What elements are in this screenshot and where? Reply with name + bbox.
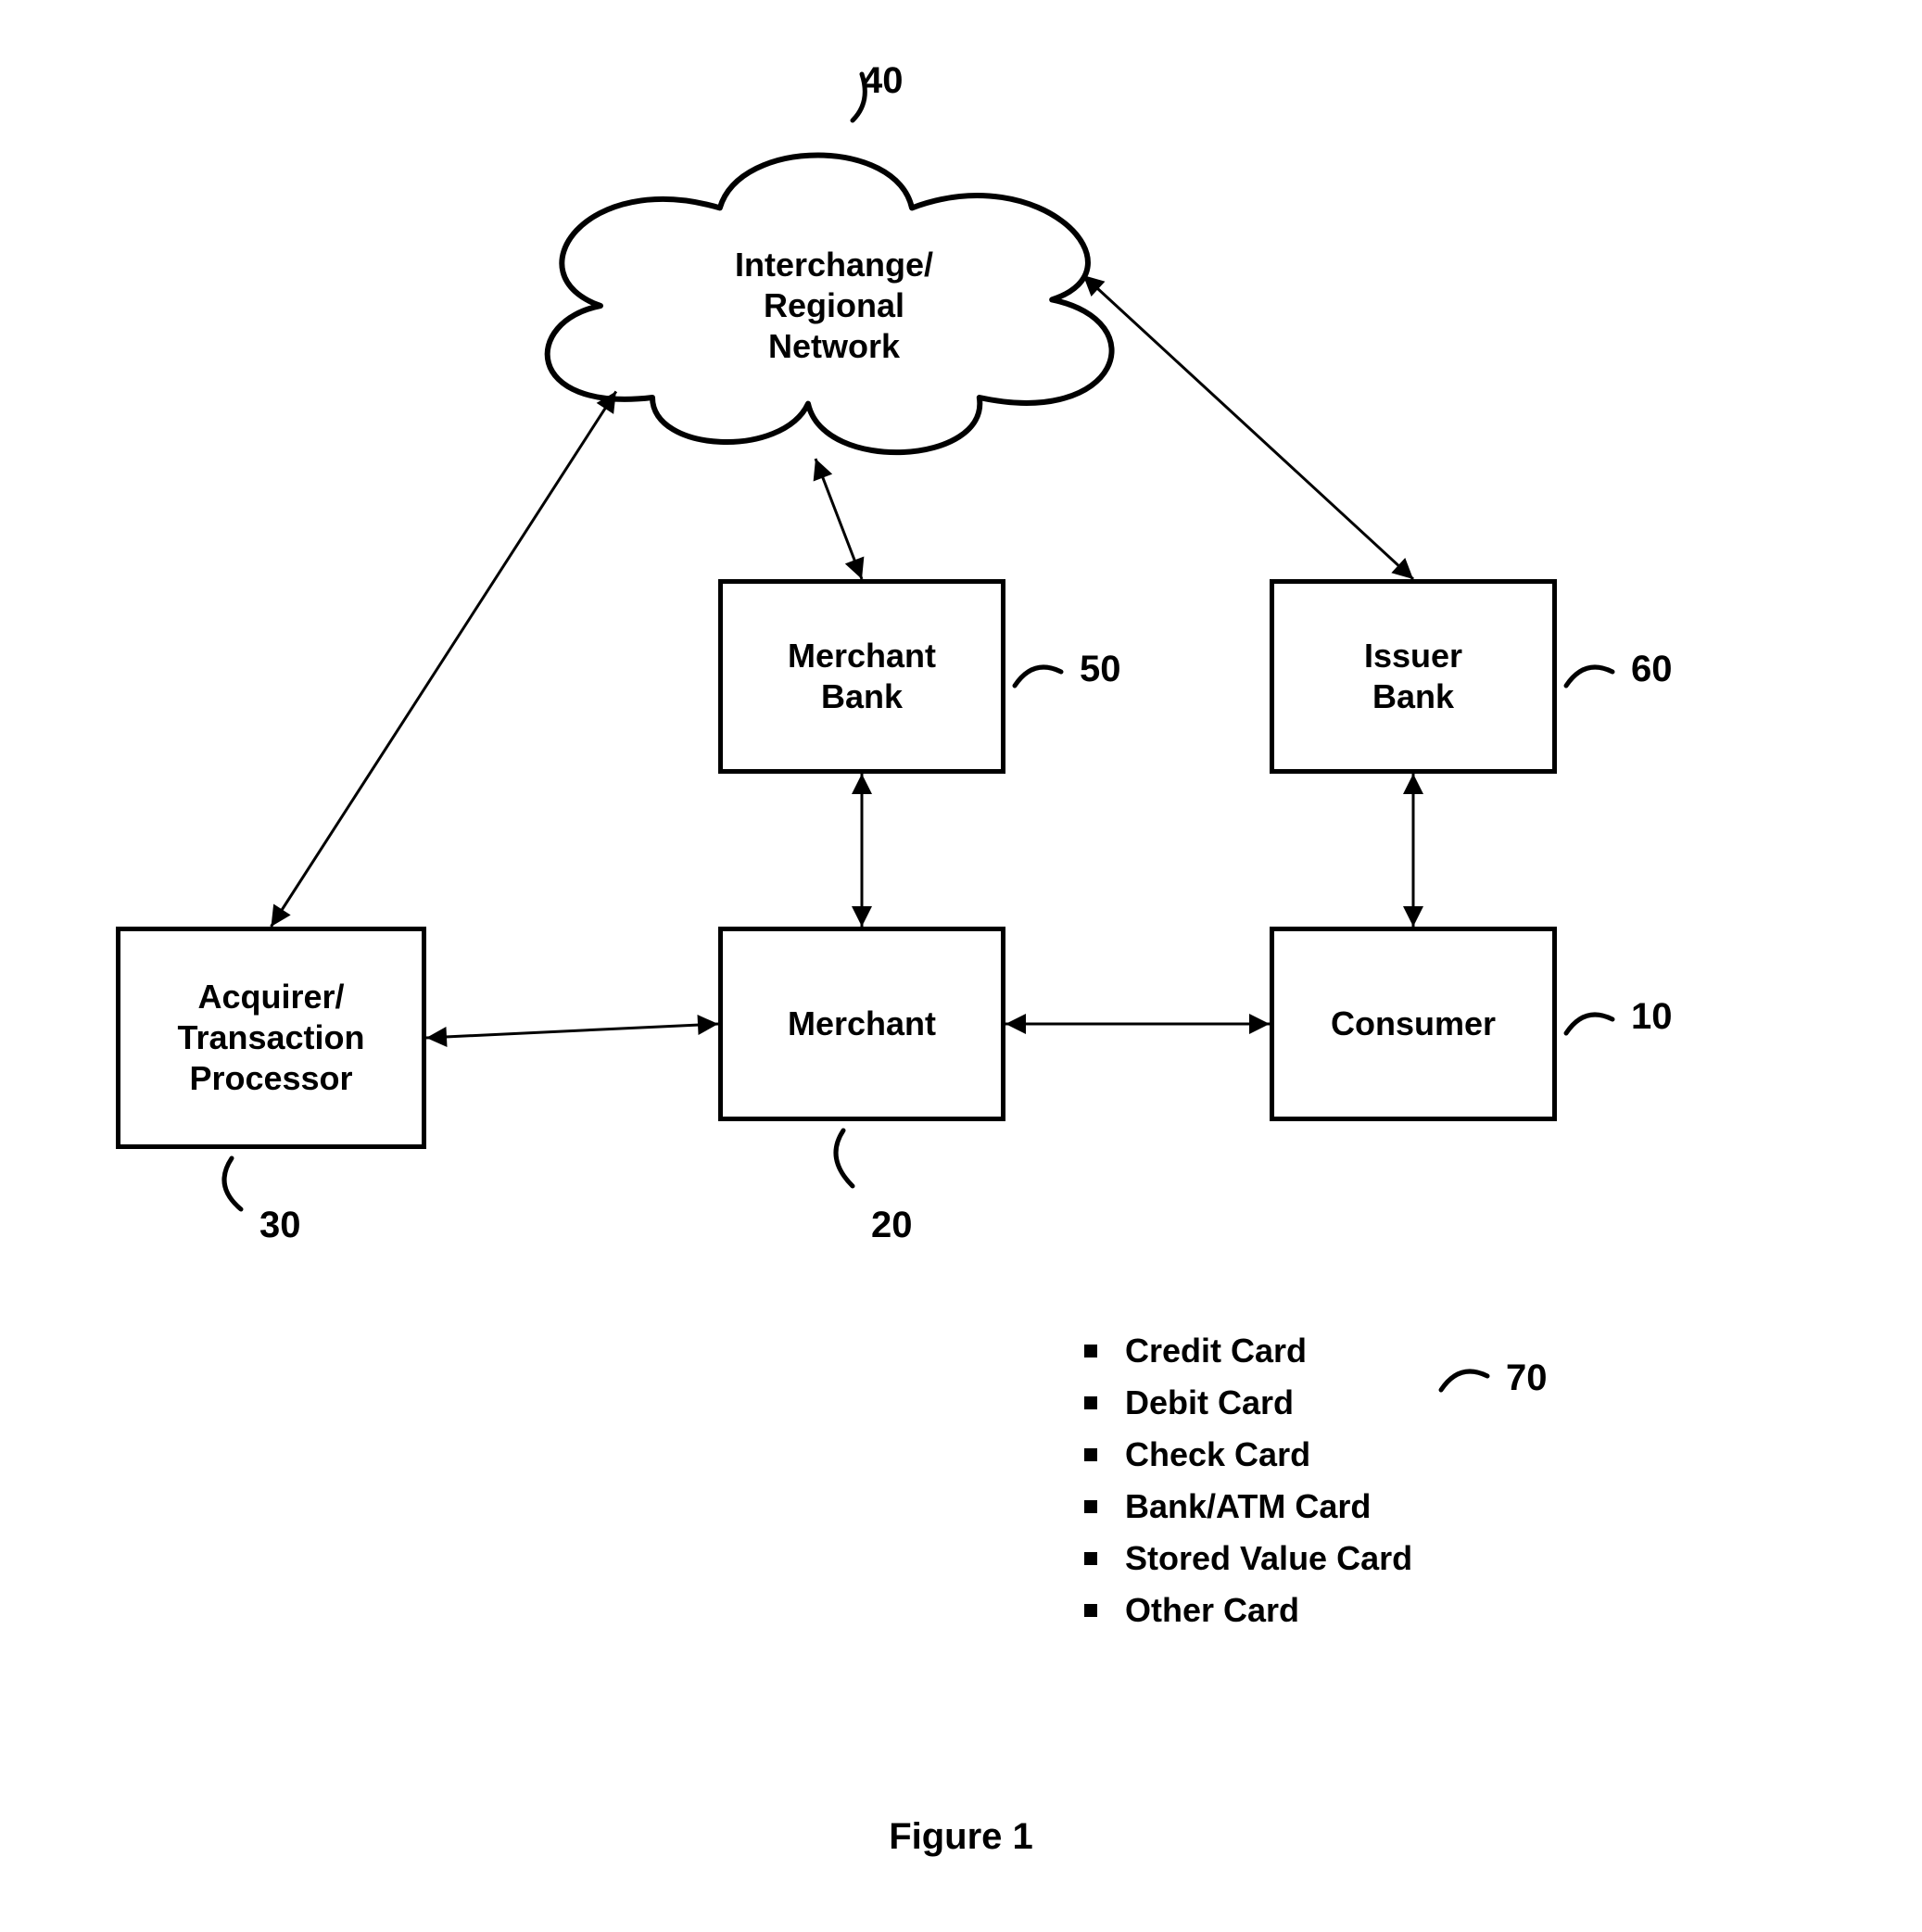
list-item-label: Debit Card: [1125, 1377, 1294, 1429]
ref-leader: [1441, 1371, 1487, 1390]
node-merchant_bank: MerchantBank: [718, 579, 1005, 774]
list-item: Other Card: [1084, 1585, 1412, 1636]
connector: [426, 1015, 718, 1047]
list-item-label: Stored Value Card: [1125, 1533, 1412, 1585]
bullet-icon: [1084, 1552, 1097, 1565]
list-item: Check Card: [1084, 1429, 1412, 1481]
ref-issuer_bank: 60: [1631, 649, 1673, 690]
ref-consumer: 10: [1631, 996, 1673, 1038]
bullet-icon: [1084, 1345, 1097, 1357]
node-merchant: Merchant: [718, 927, 1005, 1121]
ref-merchant_bank: 50: [1080, 649, 1121, 690]
list-item-label: Check Card: [1125, 1429, 1310, 1481]
connector: [1005, 1014, 1270, 1034]
ref-acquirer: 30: [259, 1205, 301, 1246]
connector: [852, 774, 872, 927]
list-item-label: Credit Card: [1125, 1325, 1307, 1377]
node-issuer_bank: IssuerBank: [1270, 579, 1557, 774]
bullet-icon: [1084, 1500, 1097, 1513]
list-item: Bank/ATM Card: [1084, 1481, 1412, 1533]
list-item-label: Bank/ATM Card: [1125, 1481, 1371, 1533]
list-item: Debit Card: [1084, 1377, 1412, 1429]
list-item: Stored Value Card: [1084, 1533, 1412, 1585]
ref-leader: [1566, 1015, 1612, 1033]
bullet-icon: [1084, 1604, 1097, 1617]
node-acquirer: Acquirer/TransactionProcessor: [116, 927, 426, 1149]
card-type-list: Credit CardDebit CardCheck CardBank/ATM …: [1084, 1325, 1412, 1636]
bullet-icon: [1084, 1448, 1097, 1461]
ref-leader: [224, 1158, 241, 1209]
list-item-label: Other Card: [1125, 1585, 1299, 1636]
connector: [814, 459, 865, 579]
connector: [1083, 275, 1413, 579]
ref-leader: [1015, 667, 1061, 686]
connector: [272, 391, 616, 927]
figure-caption: Figure 1: [0, 1816, 1922, 1858]
node-consumer: Consumer: [1270, 927, 1557, 1121]
connector: [1403, 774, 1423, 927]
node-cloud: Interchange/RegionalNetwork: [575, 153, 1094, 459]
ref-leader: [1566, 667, 1612, 686]
bullet-icon: [1084, 1396, 1097, 1409]
list-item: Credit Card: [1084, 1325, 1412, 1377]
ref-card-list: 70: [1506, 1357, 1548, 1399]
ref-cloud: 40: [862, 60, 904, 102]
ref-leader: [836, 1130, 853, 1186]
ref-merchant: 20: [871, 1205, 913, 1246]
